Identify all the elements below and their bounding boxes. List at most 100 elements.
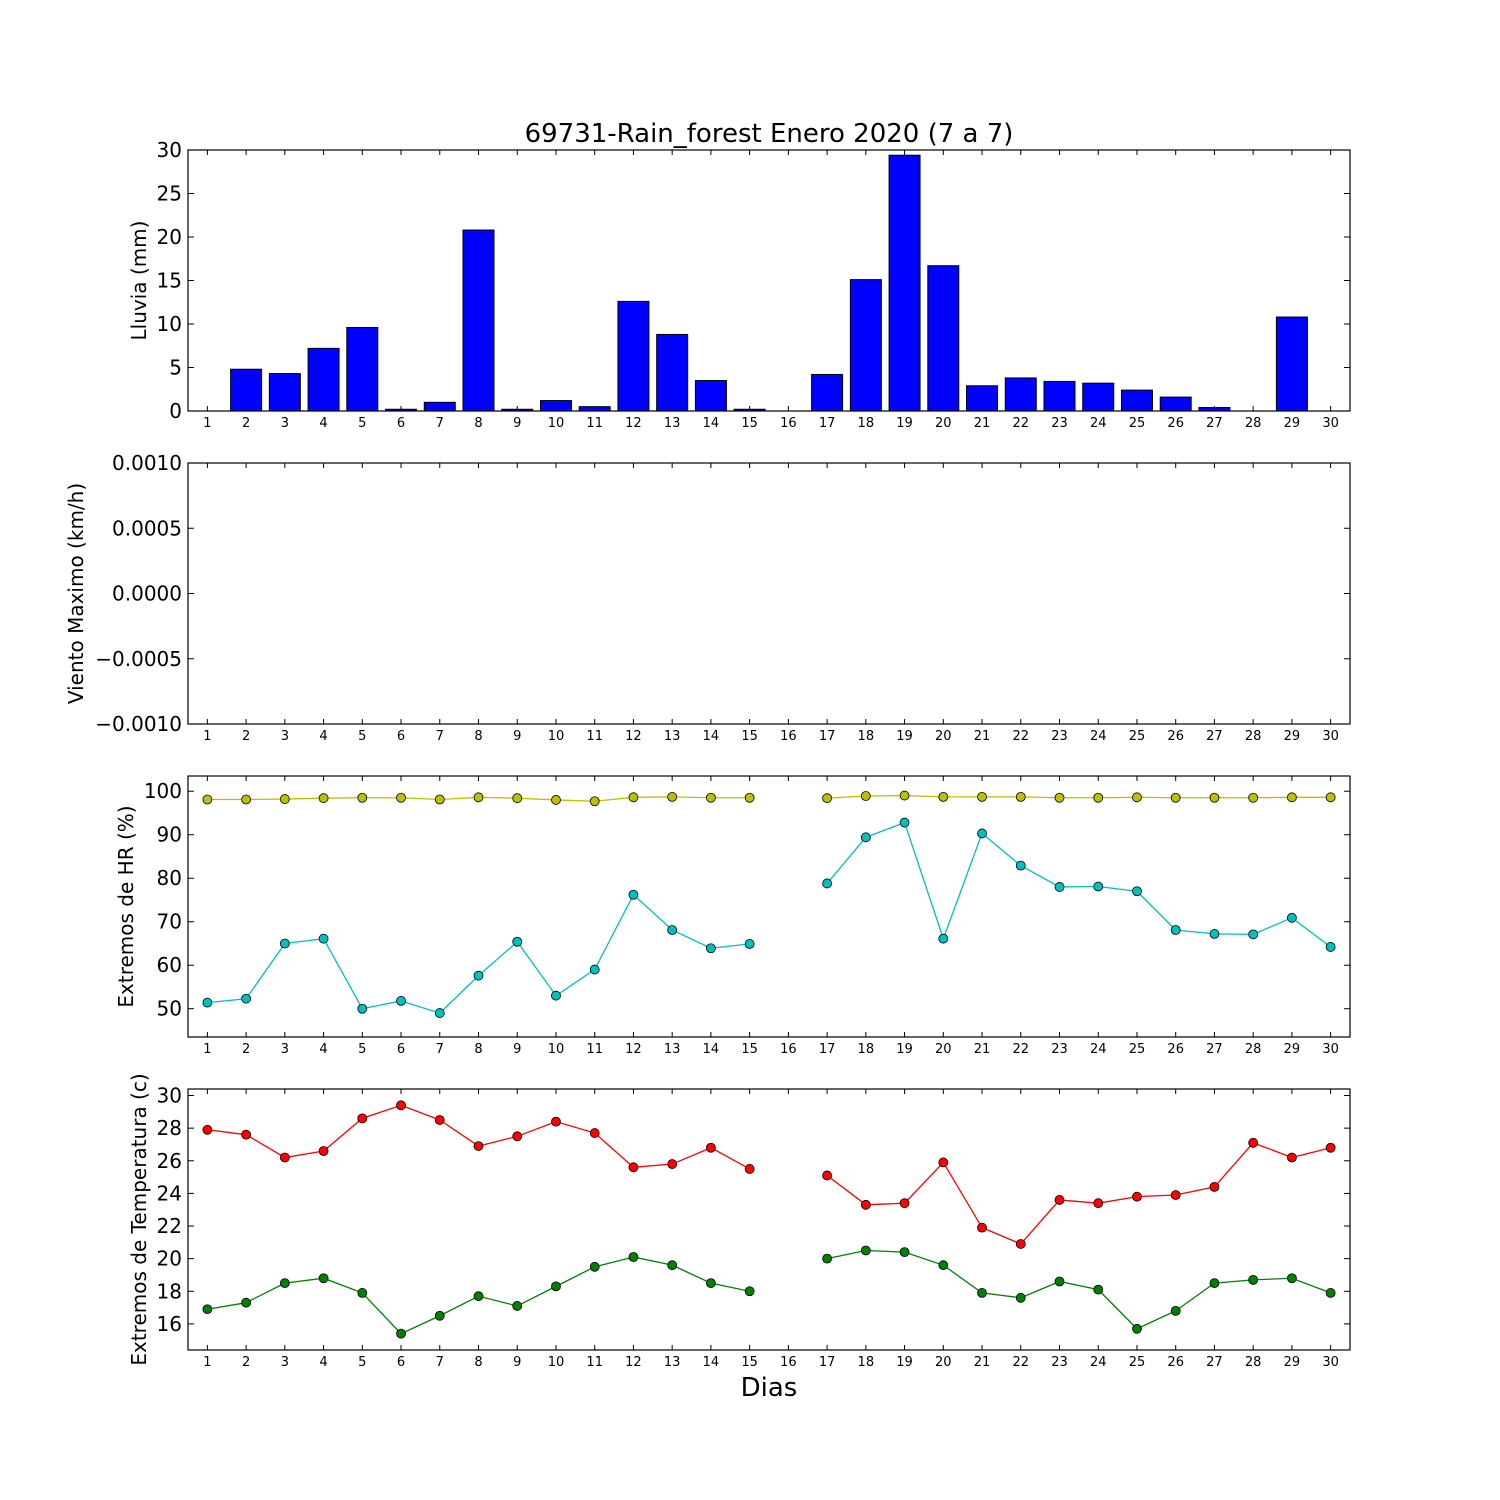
x-tick-label: 26 [1167, 729, 1184, 744]
series-point [667, 1159, 678, 1169]
x-tick-label: 22 [1012, 729, 1029, 744]
series-point [396, 995, 406, 1006]
x-tick-label: 4 [319, 416, 327, 431]
x-tick-label: 7 [436, 1355, 444, 1370]
x-tick-label: 30 [1322, 729, 1339, 744]
series-point [396, 792, 406, 803]
y-axis-label: Extremos de Temperatura (c) [127, 1073, 151, 1365]
x-tick-label: 30 [1322, 416, 1339, 431]
y-tick-label: 30 [157, 1084, 182, 1108]
series-point [473, 1141, 484, 1151]
x-tick-label: 6 [397, 729, 405, 744]
x-tick-label: 15 [741, 729, 758, 744]
x-tick-label: 29 [1284, 1355, 1301, 1370]
rain-bar [849, 279, 882, 412]
x-tick-label: 3 [281, 729, 289, 744]
series-point [589, 796, 600, 807]
series-point [241, 1129, 252, 1140]
x-tick-label: 18 [858, 1355, 875, 1370]
series-point [1325, 1142, 1336, 1153]
series-point [279, 1278, 290, 1289]
series-point [938, 933, 949, 944]
x-tick-label: 15 [741, 1042, 758, 1057]
series-point [512, 793, 523, 804]
x-tick-label: 1 [203, 729, 211, 744]
series-point [744, 792, 755, 803]
series-point [512, 1301, 523, 1311]
series-point [1015, 1239, 1026, 1249]
series-point [473, 792, 484, 803]
x-tick-label: 8 [474, 729, 482, 744]
series-point [1325, 1288, 1336, 1298]
series-point [473, 970, 484, 981]
y-tick-label: 18 [157, 1279, 182, 1303]
x-tick-label: 14 [703, 1355, 720, 1370]
series-point [899, 1198, 910, 1209]
y-tick-label: 100 [144, 779, 182, 803]
chart-title: 69731-Rain_forest Enero 2020 (7 a 7) [525, 119, 1014, 149]
x-tick-label: 29 [1284, 1042, 1301, 1057]
axes-frame [187, 462, 1351, 725]
x-tick-label: 30 [1322, 1355, 1339, 1370]
series-point [1287, 1152, 1297, 1163]
x-tick-label: 15 [741, 1355, 758, 1370]
x-tick-label: 23 [1051, 1042, 1068, 1057]
x-tick-label: 30 [1322, 1042, 1339, 1057]
series-point [822, 878, 832, 889]
x-tick-label: 13 [664, 1042, 681, 1057]
series-point [241, 1297, 252, 1308]
series-point [357, 1113, 368, 1124]
x-tick-label: 25 [1129, 1355, 1146, 1370]
x-tick-label: 12 [625, 729, 642, 744]
x-tick-label: 3 [281, 1355, 289, 1370]
x-tick-label: 11 [586, 1042, 603, 1057]
x-tick-label: 17 [819, 1355, 836, 1370]
series-point [434, 1310, 445, 1321]
series-point [1287, 792, 1297, 803]
x-tick-label: 7 [436, 416, 444, 431]
y-tick-label: 20 [157, 225, 182, 249]
series-point [1093, 1284, 1104, 1295]
x-tick-label: 6 [397, 1042, 405, 1057]
series-point [938, 1157, 949, 1168]
rain-bar [423, 401, 456, 412]
series-point [667, 925, 678, 935]
x-tick-label: 21 [974, 729, 991, 744]
y-tick-label: 26 [157, 1149, 182, 1173]
series-point [1132, 792, 1142, 803]
x-tick-label: 8 [474, 1355, 482, 1370]
y-tick-label: 25 [157, 182, 182, 206]
series-point [1248, 929, 1259, 940]
series-point [744, 939, 755, 949]
rain-bar [966, 385, 999, 412]
series-point [279, 1152, 290, 1163]
y-tick-label: 16 [157, 1312, 182, 1336]
y-axis-label: Extremos de HR (%) [114, 805, 138, 1007]
series-point [628, 1252, 639, 1262]
x-tick-label: 20 [935, 1042, 952, 1057]
x-tick-label: 10 [548, 729, 565, 744]
x-tick-label: 12 [625, 416, 642, 431]
x-tick-label: 9 [513, 416, 521, 431]
series-point [1170, 1190, 1181, 1200]
rain-bar [617, 300, 650, 412]
series-point [706, 1142, 716, 1153]
series-point [744, 1286, 755, 1297]
rain-bar [1275, 316, 1308, 412]
x-tick-label: 23 [1051, 416, 1068, 431]
series-point [551, 1281, 561, 1292]
series-point [1325, 942, 1336, 952]
series-point [1093, 1198, 1104, 1209]
x-tick-label: 21 [974, 1042, 991, 1057]
y-tick-label: 90 [157, 823, 182, 847]
rain-bar [1120, 389, 1153, 412]
series-point [860, 1245, 871, 1256]
series-point [551, 990, 561, 1001]
series-point [434, 794, 445, 805]
x-tick-label: 7 [436, 1042, 444, 1057]
series-point [202, 794, 213, 805]
series-point [1325, 792, 1336, 803]
x-tick-label: 26 [1167, 1042, 1184, 1057]
rain-bar [888, 154, 921, 412]
